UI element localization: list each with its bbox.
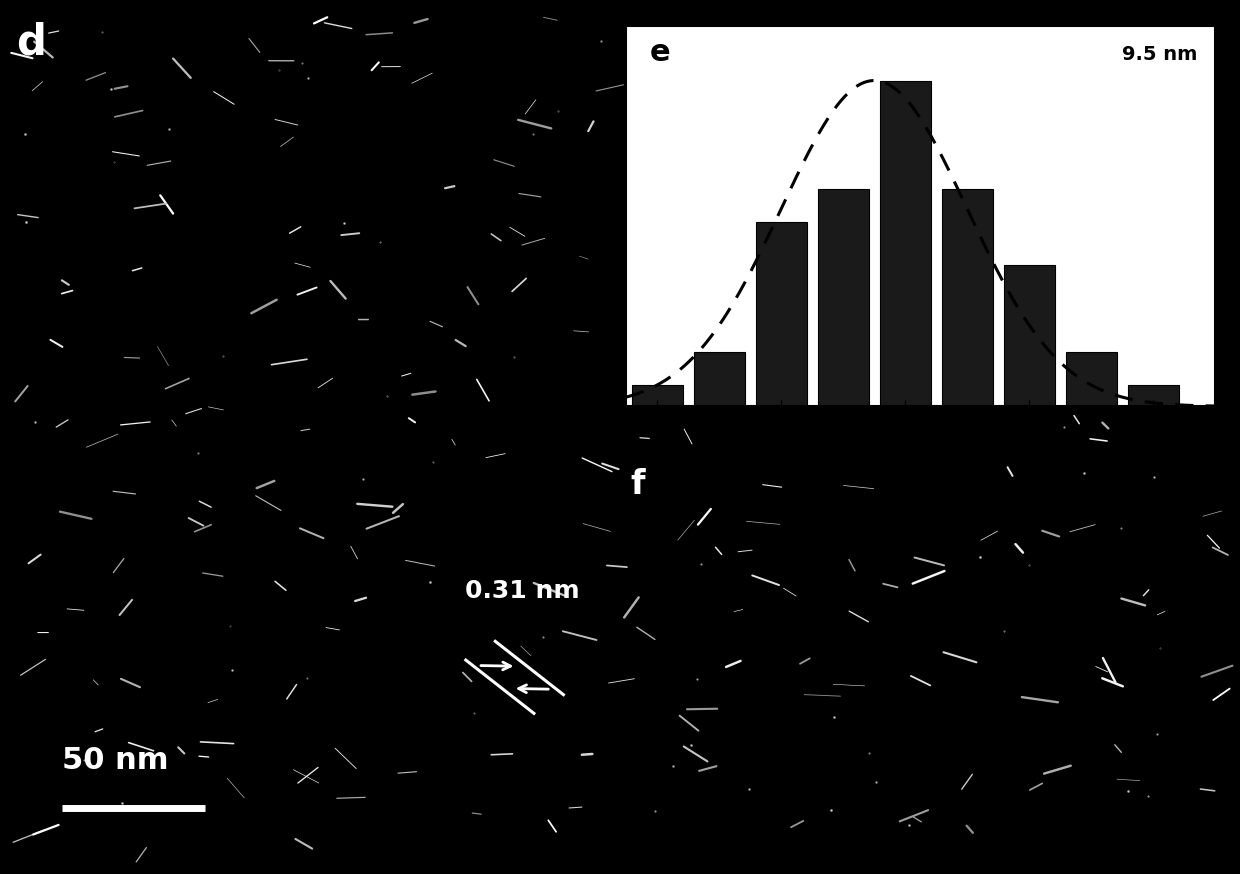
Bar (942, 189, 993, 406)
Bar (1066, 352, 1117, 406)
Bar (694, 352, 744, 406)
Bar (818, 189, 869, 406)
Text: e: e (650, 38, 671, 66)
Text: 50 nm: 50 nm (62, 746, 169, 775)
Text: 0.31 nm: 0.31 nm (465, 579, 579, 603)
Bar (880, 80, 930, 406)
Bar (631, 385, 682, 406)
Text: d: d (16, 22, 46, 64)
Bar (755, 222, 806, 406)
Bar (1128, 385, 1179, 406)
Bar (1004, 265, 1055, 406)
Text: 9.5 nm: 9.5 nm (1122, 45, 1198, 64)
Text: f: f (630, 468, 645, 501)
X-axis label: Size (nm): Size (nm) (873, 435, 968, 453)
